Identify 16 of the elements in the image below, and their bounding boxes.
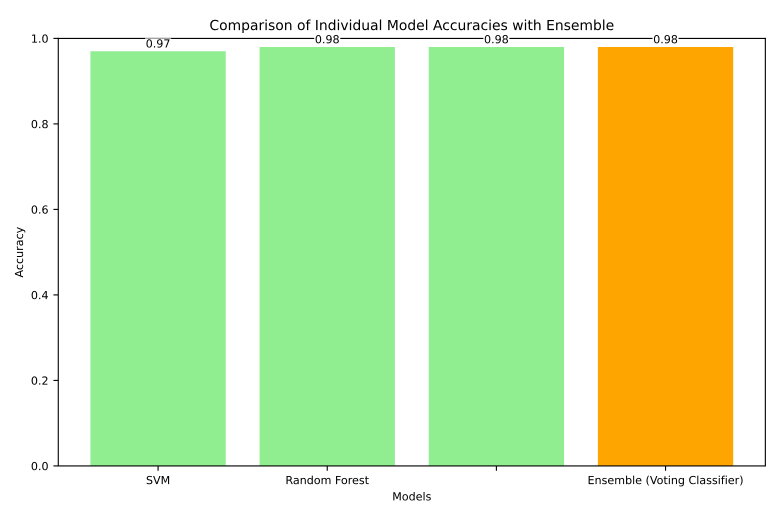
y-axis-title: Accuracy <box>14 227 26 278</box>
y-tick-label: 0.2 <box>32 376 48 385</box>
y-tick-label: 1.0 <box>32 34 48 43</box>
x-tick-label: SVM <box>146 476 170 484</box>
data-label: 0.98 <box>484 35 508 44</box>
data-label: 0.98 <box>654 35 678 44</box>
y-tick-label: 0.6 <box>32 205 48 214</box>
chart-title: Comparison of Individual Model Accuracies with Ensemble <box>210 20 614 33</box>
data-label: 0.98 <box>316 35 339 44</box>
x-tick-label: Ensemble (Voting Classifier) <box>588 476 743 486</box>
x-axis-title: Models <box>393 492 431 501</box>
x-tick-label: Random Forest <box>286 476 369 484</box>
data-label: 0.97 <box>146 39 170 48</box>
y-tick-label: 0.0 <box>32 462 48 470</box>
y-tick-label: 0.8 <box>32 120 48 128</box>
y-tick-label: 0.4 <box>32 290 48 300</box>
